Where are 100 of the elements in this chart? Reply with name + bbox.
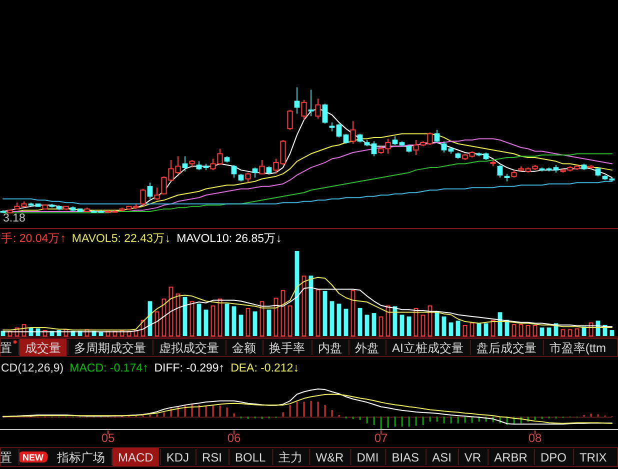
bar xyxy=(350,290,356,336)
text: 多周期成交量 xyxy=(74,340,146,355)
text: NEW xyxy=(22,452,44,462)
candlestick xyxy=(308,89,314,117)
bar xyxy=(518,324,524,336)
candlestick xyxy=(63,206,69,211)
candlestick xyxy=(301,99,307,120)
candlestick xyxy=(553,164,559,173)
text: 内盘 xyxy=(318,340,342,355)
bar xyxy=(540,328,544,336)
candlestick xyxy=(140,188,146,207)
text: KDJ xyxy=(166,450,190,464)
candlestick xyxy=(56,204,62,211)
bar xyxy=(574,328,580,336)
bar xyxy=(372,313,376,336)
bar xyxy=(288,305,292,336)
bar xyxy=(400,314,404,336)
candlestick xyxy=(42,204,48,210)
candlestick xyxy=(595,167,601,177)
candlestick xyxy=(287,109,293,130)
bar xyxy=(196,304,202,336)
candlestick xyxy=(350,120,356,144)
candlestick xyxy=(154,187,160,201)
candlestick xyxy=(322,103,328,124)
candlestick xyxy=(448,147,454,154)
bar xyxy=(238,314,244,336)
text: AI立桩成交量 xyxy=(392,340,464,355)
text: 置 xyxy=(0,450,12,464)
text: 指标广场 xyxy=(56,450,105,464)
bar xyxy=(204,310,208,336)
text: DEA: -0.212↓ xyxy=(230,362,299,374)
candlestick xyxy=(497,164,503,178)
candlestick xyxy=(245,172,251,184)
bar xyxy=(330,301,334,336)
candlestick xyxy=(259,160,265,174)
text: 金额 xyxy=(232,340,256,355)
annotation: 3.18 xyxy=(3,212,26,225)
x-tick-label: 07 xyxy=(374,431,388,446)
candlestick xyxy=(231,164,237,178)
bar xyxy=(358,308,362,336)
text: DIFF: -0.299↑ xyxy=(154,362,225,374)
candlestick xyxy=(189,160,195,168)
candlestick xyxy=(455,152,461,160)
candlestick xyxy=(182,156,188,172)
text: BIAS xyxy=(392,450,420,464)
text: 成交量 xyxy=(25,340,61,355)
bar xyxy=(322,290,328,336)
candlestick xyxy=(399,140,405,147)
text: VR xyxy=(464,450,482,464)
bar xyxy=(560,329,566,336)
candlestick xyxy=(266,166,272,174)
text: RSI xyxy=(202,450,222,464)
bar xyxy=(526,324,530,336)
candlestick xyxy=(77,208,83,212)
x-tick-label: 08 xyxy=(528,431,542,446)
text: W&R xyxy=(316,450,344,464)
bar xyxy=(252,311,258,336)
candlestick xyxy=(294,86,300,114)
bar xyxy=(364,314,370,336)
candlestick xyxy=(343,133,349,144)
candlestick xyxy=(539,167,545,172)
candlestick xyxy=(28,202,34,207)
candlestick xyxy=(329,122,335,132)
candlestick xyxy=(364,140,370,147)
text: 主力 xyxy=(278,450,303,464)
text: DPO xyxy=(540,450,566,464)
text: DMI xyxy=(356,450,379,464)
candlestick xyxy=(203,163,209,170)
candlestick xyxy=(581,163,587,170)
bar xyxy=(266,310,272,336)
text: ARBR xyxy=(494,450,528,464)
text: MACD xyxy=(118,450,154,464)
candlestick xyxy=(336,123,342,138)
bar xyxy=(406,316,412,336)
candlestick xyxy=(546,167,552,172)
text: MACD: -0.174↑ xyxy=(70,362,148,374)
bar xyxy=(224,304,230,336)
bar xyxy=(532,324,538,336)
text: TRIX xyxy=(579,450,607,464)
bar xyxy=(448,322,454,336)
candlestick xyxy=(147,182,153,200)
text: 虚拟成交量 xyxy=(159,340,219,355)
text: 换手率 xyxy=(269,340,305,355)
bar xyxy=(210,305,216,336)
text: 手: 20.04万↑ xyxy=(1,231,66,245)
bar xyxy=(344,308,348,336)
bar xyxy=(462,324,468,336)
candlestick xyxy=(357,133,363,143)
bar xyxy=(420,314,426,336)
candlestick xyxy=(196,160,202,170)
candlestick xyxy=(441,140,447,153)
candlestick xyxy=(238,173,244,182)
candlestick xyxy=(511,170,517,178)
candlestick xyxy=(434,130,440,143)
bar xyxy=(316,289,320,336)
text: ASI xyxy=(432,450,452,464)
candlestick xyxy=(609,177,615,182)
candlestick xyxy=(252,167,258,178)
candlestick xyxy=(588,164,594,170)
text: MAVOL10: 26.85万↓ xyxy=(176,232,282,245)
